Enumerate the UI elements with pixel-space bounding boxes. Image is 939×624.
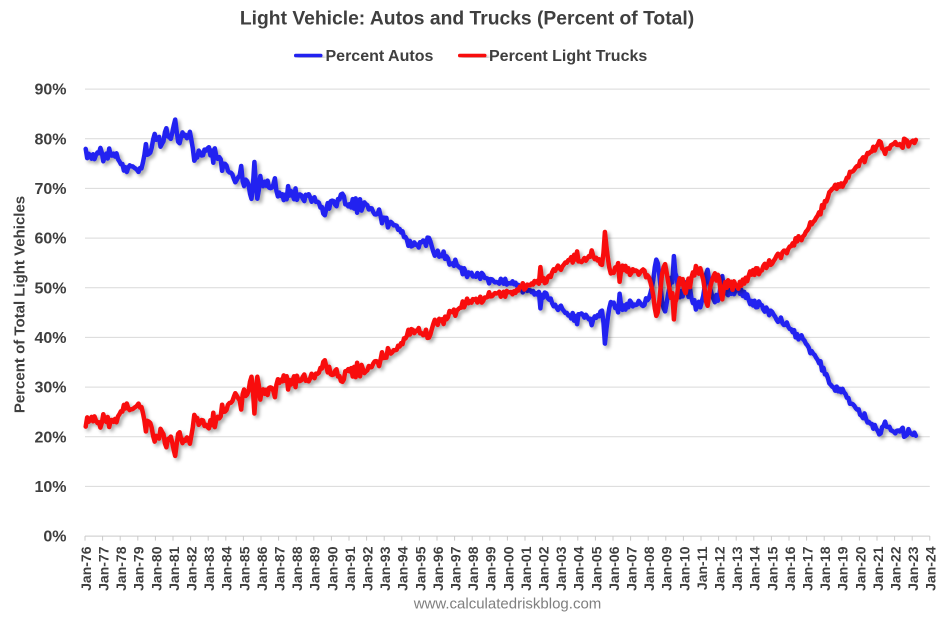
svg-text:Jan-79: Jan-79: [131, 546, 147, 591]
svg-text:Jan-07: Jan-07: [624, 546, 640, 591]
svg-text:40%: 40%: [34, 330, 66, 347]
svg-text:Jan-76: Jan-76: [78, 546, 94, 591]
svg-text:Jan-21: Jan-21: [870, 546, 886, 591]
svg-text:Jan-97: Jan-97: [448, 546, 464, 591]
svg-text:Jan-12: Jan-12: [712, 546, 728, 591]
svg-text:Jan-23: Jan-23: [905, 546, 921, 591]
svg-text:Light Vehicle: Autos and Truck: Light Vehicle: Autos and Trucks (Percent…: [240, 9, 694, 30]
svg-text:Jan-18: Jan-18: [817, 546, 833, 591]
svg-text:Jan-81: Jan-81: [166, 546, 182, 591]
svg-text:Percent Light Trucks: Percent Light Trucks: [489, 48, 647, 65]
svg-text:Jan-05: Jan-05: [588, 546, 604, 591]
svg-text:Jan-08: Jan-08: [641, 546, 657, 591]
svg-text:Jan-84: Jan-84: [219, 546, 235, 591]
svg-text:Jan-01: Jan-01: [518, 546, 534, 591]
svg-text:Jan-10: Jan-10: [676, 546, 692, 591]
svg-text:Jan-98: Jan-98: [465, 546, 481, 591]
svg-text:Jan-19: Jan-19: [835, 546, 851, 591]
svg-text:10%: 10%: [34, 479, 66, 496]
svg-text:Jan-90: Jan-90: [324, 546, 340, 591]
svg-text:Jan-99: Jan-99: [483, 546, 499, 591]
svg-text:www.calculatedriskblog.com: www.calculatedriskblog.com: [413, 596, 602, 613]
svg-text:Jan-06: Jan-06: [606, 546, 622, 591]
svg-text:Jan-94: Jan-94: [395, 546, 411, 591]
svg-text:Jan-09: Jan-09: [659, 546, 675, 591]
svg-text:Jan-03: Jan-03: [553, 546, 569, 591]
svg-text:Jan-83: Jan-83: [201, 546, 217, 591]
svg-text:Jan-91: Jan-91: [342, 546, 358, 591]
svg-text:30%: 30%: [34, 380, 66, 397]
svg-text:Jan-17: Jan-17: [800, 546, 816, 591]
svg-text:Jan-88: Jan-88: [289, 546, 305, 591]
svg-text:50%: 50%: [34, 280, 66, 297]
svg-text:Jan-89: Jan-89: [307, 546, 323, 591]
svg-text:Jan-02: Jan-02: [536, 546, 552, 591]
svg-text:Jan-78: Jan-78: [113, 546, 129, 591]
svg-text:Jan-80: Jan-80: [148, 546, 164, 591]
svg-text:Jan-13: Jan-13: [729, 546, 745, 591]
svg-text:Jan-00: Jan-00: [500, 546, 516, 591]
svg-text:Jan-85: Jan-85: [236, 546, 252, 591]
svg-text:Jan-20: Jan-20: [852, 546, 868, 591]
svg-text:Jan-22: Jan-22: [888, 546, 904, 591]
svg-text:Jan-14: Jan-14: [747, 546, 763, 591]
svg-text:Jan-86: Jan-86: [254, 546, 270, 591]
svg-text:Jan-95: Jan-95: [412, 546, 428, 591]
svg-text:Jan-93: Jan-93: [377, 546, 393, 591]
svg-text:Jan-24: Jan-24: [923, 546, 939, 591]
svg-text:80%: 80%: [34, 131, 66, 148]
svg-text:20%: 20%: [34, 429, 66, 446]
svg-text:Jan-04: Jan-04: [571, 546, 587, 591]
svg-text:Jan-96: Jan-96: [430, 546, 446, 591]
svg-text:Jan-87: Jan-87: [272, 546, 288, 591]
svg-text:Percent Autos: Percent Autos: [326, 48, 434, 65]
svg-text:Jan-15: Jan-15: [764, 546, 780, 591]
svg-text:Jan-16: Jan-16: [782, 546, 798, 591]
svg-text:Percent of Total Light Vehicle: Percent of Total Light Vehicles: [11, 196, 28, 413]
svg-text:90%: 90%: [34, 82, 66, 99]
svg-text:Jan-82: Jan-82: [184, 546, 200, 591]
svg-text:Jan-11: Jan-11: [694, 546, 710, 590]
svg-text:Jan-92: Jan-92: [360, 546, 376, 591]
svg-text:70%: 70%: [34, 181, 66, 198]
svg-text:Jan-77: Jan-77: [96, 546, 112, 591]
svg-text:60%: 60%: [34, 231, 66, 248]
svg-text:0%: 0%: [43, 529, 66, 546]
